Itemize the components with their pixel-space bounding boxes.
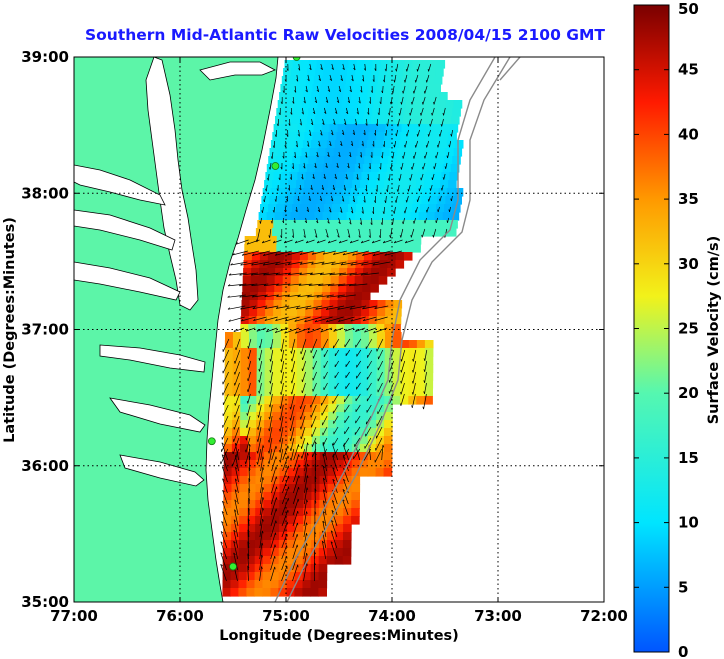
colorbar-tick-label: 45 <box>678 61 699 79</box>
colorbar-tick-label: 25 <box>678 320 699 338</box>
x-tick-label: 73:00 <box>474 607 522 625</box>
bathymetry-contours <box>274 57 521 602</box>
colorbar-label: Surface Velocity (cm/s) <box>706 236 722 425</box>
x-axis-label: Longitude (Degrees:Minutes) <box>219 628 459 644</box>
radar-station-marker <box>271 162 280 170</box>
colorbar-tick-label: 5 <box>678 578 688 596</box>
radar-station-marker <box>207 437 216 446</box>
current-vectors <box>220 63 453 582</box>
colorbar-tick-label: 50 <box>678 0 699 18</box>
colorbar-tick-label: 0 <box>678 643 688 659</box>
chart-title: Southern Mid-Atlantic Raw Velocities 200… <box>85 26 605 44</box>
x-tick-label: 75:00 <box>262 607 310 625</box>
y-tick-label: 38:00 <box>21 184 69 202</box>
chesapeake-bay <box>74 57 276 487</box>
y-tick-label: 39:00 <box>21 48 69 66</box>
y-axis: 39:00 38:00 37:00 36:00 35:00 <box>21 48 604 611</box>
radar-station-marker <box>292 57 301 61</box>
x-tick-label: 72:00 <box>580 607 628 625</box>
radar-station-marker <box>229 562 237 571</box>
colorbar-ticks: 0 5 10 15 20 25 30 35 40 45 50 <box>634 0 699 659</box>
colorbar-ramp <box>633 4 670 653</box>
radar-stations <box>207 57 301 571</box>
y-tick-label: 37:00 <box>21 321 69 339</box>
y-tick-label: 35:00 <box>21 593 69 611</box>
x-tick-label: 76:00 <box>156 607 204 625</box>
colorbar-tick-label: 30 <box>678 255 699 273</box>
colorbar-tick-label: 15 <box>678 449 699 467</box>
colorbar-tick-label: 20 <box>678 384 699 402</box>
x-tick-label: 74:00 <box>368 607 416 625</box>
colorbar-tick-label: 10 <box>678 514 699 532</box>
colorbar-tick-label: 40 <box>678 125 699 143</box>
plot-area <box>74 57 604 602</box>
x-axis: 77:00 76:00 75:00 74:00 73:00 72:00 <box>50 57 628 625</box>
y-axis-label: Latitude (Degrees:Minutes) <box>2 217 18 443</box>
colorbar-tick-label: 35 <box>678 190 699 208</box>
colorbar: 0 5 10 15 20 25 30 35 40 45 50 Surface Velocity (c… <box>633 0 722 659</box>
x-tick-label: 77:00 <box>50 607 98 625</box>
y-tick-label: 36:00 <box>21 457 69 475</box>
grid-lines <box>74 57 604 602</box>
